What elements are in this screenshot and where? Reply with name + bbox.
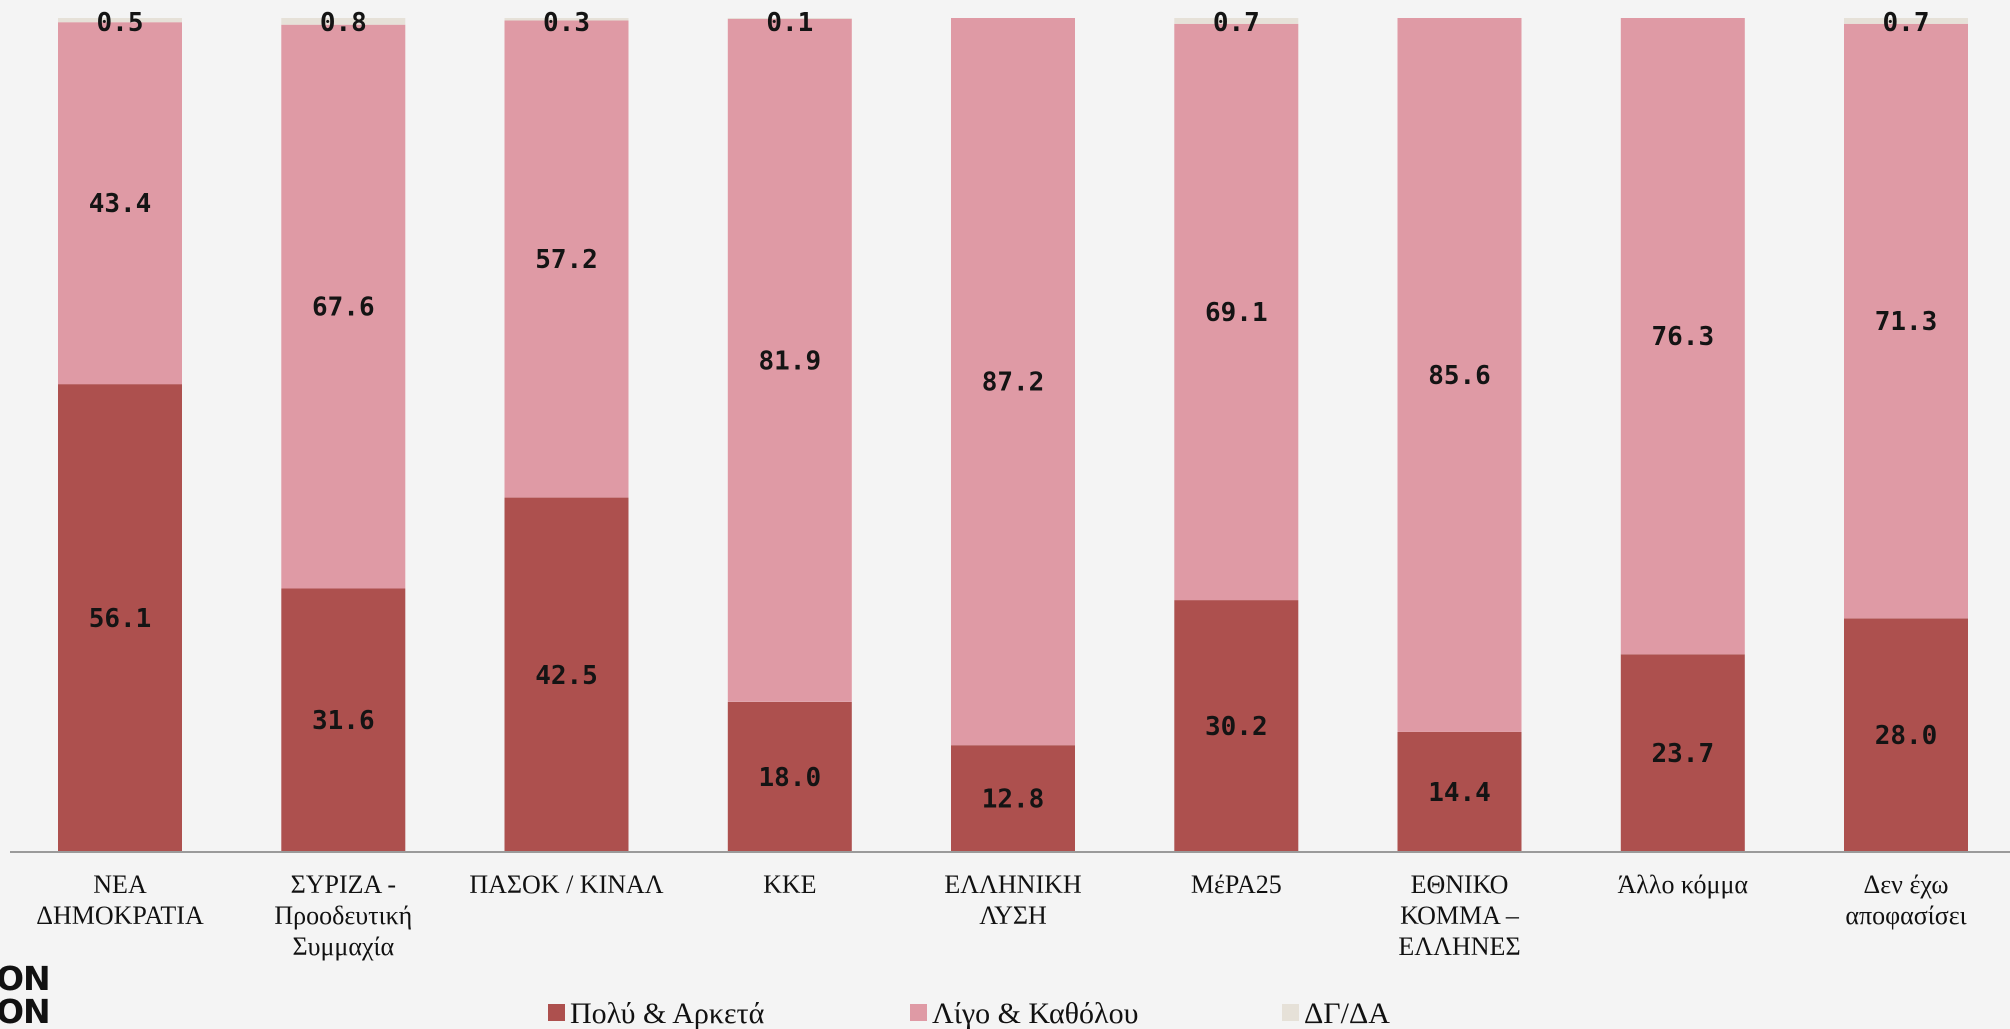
bars-layer bbox=[58, 18, 1968, 852]
value-label-s1-c2: 57.2 bbox=[535, 245, 598, 275]
value-label-s0-c1: 31.6 bbox=[312, 706, 375, 736]
bar-segment-s2-c5 bbox=[1174, 18, 1299, 24]
bar-segment-s0-c1 bbox=[281, 588, 406, 852]
category-label-0: ΝΕΑ ΔΗΜΟΚΡΑΤΙΑ bbox=[36, 870, 204, 930]
legend-swatch-1 bbox=[910, 1004, 927, 1021]
category-label-6-line-2: ΕΛΛΗΝΕΣ bbox=[1398, 932, 1520, 961]
value-label-s2-c3: 0.1 bbox=[766, 8, 813, 38]
bar-segment-s2-c0 bbox=[58, 18, 182, 23]
value-label-s0-c0: 56.1 bbox=[89, 604, 152, 634]
legend-swatch-2 bbox=[1282, 1004, 1299, 1021]
category-label-0-line-1: ΔΗΜΟΚΡΑΤΙΑ bbox=[36, 901, 204, 930]
category-label-1-line-1: Προοδευτική bbox=[274, 901, 412, 930]
value-label-s0-c4: 12.8 bbox=[982, 785, 1045, 815]
value-label-s1-c7: 76.3 bbox=[1651, 322, 1714, 352]
category-labels-layer: ΝΕΑ ΔΗΜΟΚΡΑΤΙΑ ΣΥΡΙΖΑ -Προοδευτική Συμμαχία… bbox=[36, 870, 1966, 961]
bar-segment-s0-c7 bbox=[1620, 654, 1745, 852]
category-label-1-line-2: Συμμαχία bbox=[292, 932, 394, 961]
category-label-0-line-0: ΝΕΑ bbox=[93, 870, 147, 899]
bar-segment-s0-c4 bbox=[951, 745, 1075, 852]
value-label-s0-c6: 14.4 bbox=[1428, 778, 1491, 808]
category-label-2-line-0: ΠΑΣΟΚ / ΚΙΝΑΛ bbox=[469, 870, 663, 899]
bar-segment-s1-c2 bbox=[504, 20, 629, 498]
bar-segment-s2-c3 bbox=[727, 18, 852, 19]
category-label-3-line-0: ΚΚΕ bbox=[763, 870, 816, 899]
value-label-s0-c8: 28.0 bbox=[1875, 721, 1938, 751]
value-label-s1-c4: 87.2 bbox=[982, 368, 1045, 398]
logo-line-1: ON bbox=[0, 962, 51, 998]
bar-segment-s0-c6 bbox=[1397, 731, 1522, 852]
value-label-s2-c0: 0.5 bbox=[97, 8, 144, 38]
bar-segment-s1-c4 bbox=[951, 18, 1075, 746]
value-label-s2-c8: 0.7 bbox=[1883, 8, 1930, 38]
category-label-8: Δεν έχω αποφασίσει bbox=[1845, 870, 1966, 930]
bar-segment-s2-c8 bbox=[1844, 18, 1968, 24]
value-labels-layer: 56.1 43.4 0.5 31.6 67.6 0.8 42.5 57.2 0.3 18.0 81.… bbox=[89, 8, 1938, 815]
logo-line-2: ON bbox=[0, 992, 51, 1029]
category-label-6-line-0: ΕΘΝΙΚΟ bbox=[1411, 870, 1509, 899]
value-label-s1-c1: 67.6 bbox=[312, 293, 375, 323]
bar-segment-s1-c6 bbox=[1397, 18, 1522, 732]
category-label-3: ΚΚΕ bbox=[763, 870, 816, 899]
bar-segment-s1-c8 bbox=[1844, 23, 1968, 619]
bar-segment-s1-c0 bbox=[58, 22, 182, 385]
category-label-5-line-0: ΜέΡΑ25 bbox=[1191, 870, 1282, 899]
value-label-s0-c3: 18.0 bbox=[758, 763, 821, 793]
category-label-7: Άλλο κόμμα bbox=[1618, 870, 1749, 899]
category-label-1-line-0: ΣΥΡΙΖΑ - bbox=[291, 870, 396, 899]
legend-label-0: Πολύ & Αρκετά bbox=[570, 997, 765, 1029]
category-label-6-line-1: ΚΟΜΜΑ – bbox=[1400, 901, 1520, 930]
value-label-s1-c5: 69.1 bbox=[1205, 298, 1268, 328]
bar-segment-s2-c1 bbox=[281, 18, 406, 25]
category-label-7-line-0: Άλλο κόμμα bbox=[1618, 870, 1749, 899]
bar-segment-s0-c5 bbox=[1174, 600, 1299, 852]
value-label-s0-c5: 30.2 bbox=[1205, 712, 1268, 742]
legend-label-2: ΔΓ/ΔΑ bbox=[1304, 997, 1390, 1029]
bar-segment-s0-c8 bbox=[1844, 618, 1968, 852]
value-label-s1-c6: 85.6 bbox=[1428, 361, 1491, 391]
category-label-2: ΠΑΣΟΚ / ΚΙΝΑΛ bbox=[469, 870, 663, 899]
value-label-s1-c0: 43.4 bbox=[89, 189, 152, 219]
value-label-s0-c7: 23.7 bbox=[1651, 739, 1714, 769]
category-label-8-line-1: αποφασίσει bbox=[1845, 901, 1966, 930]
category-label-1: ΣΥΡΙΖΑ -Προοδευτική Συμμαχία bbox=[274, 870, 412, 961]
category-label-6: ΕΘΝΙΚΟ ΚΟΜΜΑ – ΕΛΛΗΝΕΣ bbox=[1398, 870, 1520, 961]
legend-label-1: Λίγο & Καθόλου bbox=[932, 997, 1138, 1029]
bar-segment-s1-c3 bbox=[727, 18, 852, 702]
bar-segment-s0-c0 bbox=[58, 384, 182, 852]
bar-segment-s0-c2 bbox=[504, 497, 629, 852]
value-label-s2-c5: 0.7 bbox=[1213, 8, 1260, 38]
category-label-4-line-1: ΛΥΣΗ bbox=[979, 901, 1047, 930]
legend: Πολύ & Αρκετά Λίγο & Καθόλου ΔΓ/ΔΑ bbox=[548, 997, 1390, 1029]
brand-logo: ON ON bbox=[0, 962, 58, 1029]
value-label-s2-c1: 0.8 bbox=[320, 8, 367, 38]
value-label-s1-c8: 71.3 bbox=[1875, 307, 1938, 337]
category-label-5: ΜέΡΑ25 bbox=[1191, 870, 1282, 899]
bar-segment-s2-c2 bbox=[504, 18, 629, 21]
legend-swatch-0 bbox=[548, 1004, 565, 1021]
bar-segment-s0-c3 bbox=[727, 701, 852, 852]
value-label-s2-c2: 0.3 bbox=[543, 8, 590, 38]
bar-segment-s1-c7 bbox=[1620, 18, 1745, 655]
bar-segment-s1-c1 bbox=[281, 24, 406, 589]
category-label-8-line-0: Δεν έχω bbox=[1864, 870, 1949, 899]
value-label-s0-c2: 42.5 bbox=[535, 661, 598, 691]
bar-segment-s1-c5 bbox=[1174, 23, 1299, 601]
category-label-4-line-0: ΕΛΛΗΝΙΚΗ bbox=[944, 870, 1082, 899]
category-label-4: ΕΛΛΗΝΙΚΗ ΛΥΣΗ bbox=[944, 870, 1082, 930]
value-label-s1-c3: 81.9 bbox=[758, 346, 821, 376]
